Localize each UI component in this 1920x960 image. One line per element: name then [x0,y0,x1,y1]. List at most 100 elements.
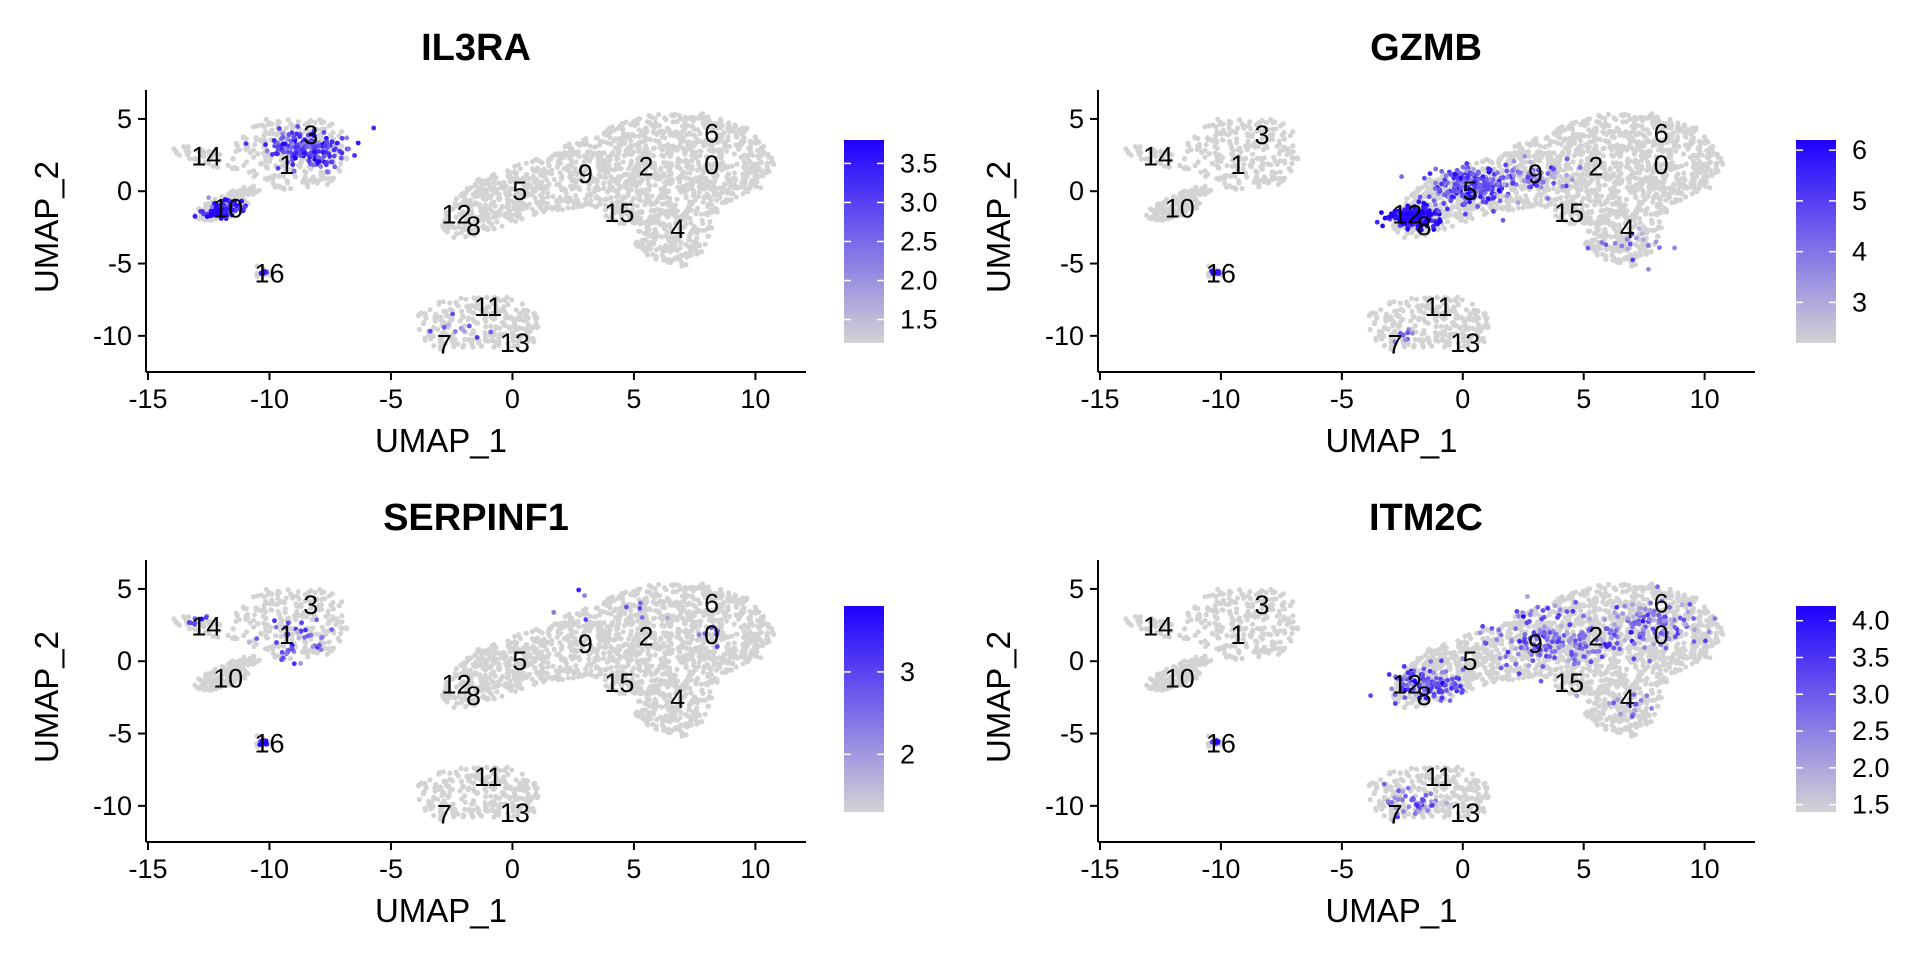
cell-point [753,140,759,146]
cell-point [695,194,702,200]
cell-point [1690,176,1696,182]
cell-point [577,142,583,148]
cell-point [1519,160,1525,166]
expressing-cell-point [488,329,494,335]
cell-point [1663,197,1669,203]
cell-point [1147,206,1154,212]
cell-point [252,142,258,148]
cell-point [532,179,538,185]
cell-point [725,134,731,140]
cell-point [1594,119,1600,125]
cell-point [677,166,684,172]
cell-point [699,249,705,255]
cell-point [731,170,738,176]
cell-point [1607,167,1613,173]
cell-point [1617,153,1623,159]
cell-point [1598,208,1604,214]
cell-point [527,201,533,207]
cell-point [1694,166,1700,172]
cell-point [1277,169,1283,175]
cluster-label-14: 14 [191,142,221,172]
cell-point [684,164,691,170]
cell-point [297,164,303,170]
cell-point [1642,115,1648,121]
cell-point [1182,156,1188,162]
cell-point [1236,117,1243,123]
cell-point [709,209,715,215]
cell-point [1681,122,1687,128]
cell-point [737,140,743,146]
cell-point [484,226,490,232]
cell-point [1520,205,1526,211]
cell-point [1509,186,1515,193]
cell-point [741,136,747,142]
cell-point [1674,134,1680,140]
cell-point [1586,133,1592,139]
cell-point [1274,143,1280,149]
cell-point [463,296,469,302]
cell-point [210,163,216,169]
cell-point [1609,252,1615,258]
cell-point [1655,201,1661,207]
cell-point [1261,174,1268,180]
cell-point [725,171,732,177]
cell-point [657,167,664,173]
cell-point [551,176,557,182]
cell-point [592,185,598,192]
cell-point [758,185,764,191]
cell-point [1532,201,1538,207]
cell-point [1242,143,1249,149]
cluster-label-9: 9 [578,159,593,189]
cell-point [659,194,666,201]
cluster-label-3: 3 [303,120,318,150]
cell-point [1538,198,1544,204]
cell-point [1542,203,1548,209]
cell-point [693,211,699,217]
cell-point [1708,145,1714,151]
cell-point [538,192,544,198]
cell-point [518,215,524,221]
cell-point [1125,150,1131,156]
cell-point [288,121,294,127]
cell-point [636,209,642,215]
cell-point [458,308,465,314]
cell-point [615,173,622,180]
cell-point [618,138,624,144]
cell-point [567,145,573,151]
cell-point [1704,174,1711,180]
cell-point [1672,140,1678,146]
cell-point [652,116,658,122]
y-tick-label: -10 [93,321,132,351]
cell-point [469,342,475,348]
cell-point [316,132,322,138]
expressing-cell-point [320,149,326,155]
cell-point [530,173,536,179]
colorbar-tick-label: 1.5 [900,305,938,335]
cell-point [740,191,746,197]
expressing-cell-point [329,139,335,145]
cell-point [636,196,642,202]
cell-point [643,247,649,253]
cell-point [682,159,688,165]
cluster-label-15: 15 [604,198,634,228]
cell-point [653,256,659,262]
cell-point [612,145,619,151]
cell-point [692,134,698,140]
cell-point [1202,147,1208,153]
cluster-label-7: 7 [437,330,452,360]
expressing-cell-point [344,135,350,141]
cell-point [1645,159,1651,165]
cell-point [758,145,765,151]
cell-point [468,185,474,191]
cell-point [1590,189,1596,195]
cell-point [680,172,686,178]
cell-point [596,172,602,178]
cell-point [253,171,259,177]
cell-point [206,148,212,155]
expressing-cell-point [324,139,330,145]
cell-point [1214,163,1220,169]
cell-point [1280,177,1287,183]
cluster-label-11: 11 [474,292,502,322]
cell-point [1233,186,1239,192]
